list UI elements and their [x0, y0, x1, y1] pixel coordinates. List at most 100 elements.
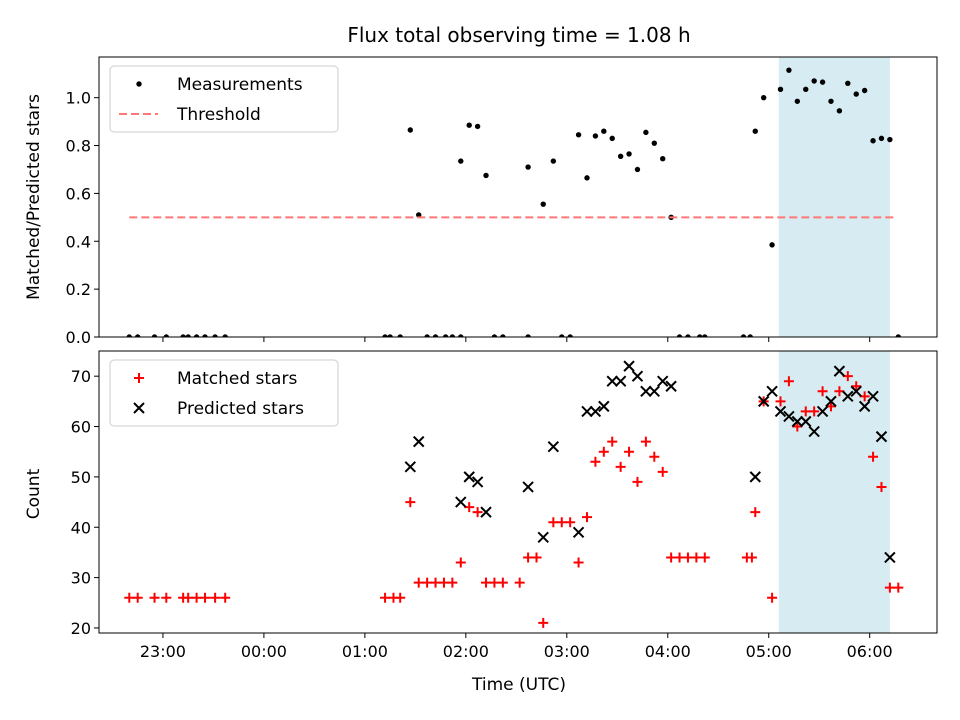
top-series-0-point	[786, 67, 792, 73]
bottom-series-1-point	[598, 400, 610, 413]
top-series-0-point	[474, 123, 481, 130]
bottom-y-tick-label: 50	[71, 468, 91, 487]
bottom-series-0-point	[809, 406, 820, 417]
bottom-series-1-point	[581, 405, 593, 418]
bottom-series-0-point	[893, 582, 904, 593]
bottom-series-0-point	[472, 507, 483, 518]
top-legend-swatch	[136, 81, 142, 87]
top-plot-area	[126, 67, 901, 337]
bottom-series-0-point	[666, 552, 677, 563]
bottom-series-0-point	[531, 552, 542, 563]
bottom-series-1-point	[657, 375, 669, 387]
bottom-series-0-point	[455, 557, 466, 568]
bottom-series-1-point	[858, 400, 871, 413]
bottom-series-0-point	[430, 577, 441, 588]
top-series-0-point	[660, 156, 666, 162]
bottom-x-tick-label: 03:00	[544, 642, 590, 661]
top-series-0-point	[777, 86, 784, 93]
bottom-series-1-point	[867, 390, 879, 403]
top-series-0-point	[747, 334, 753, 337]
top-series-0-point	[212, 334, 218, 337]
top-series-0-point	[811, 78, 817, 84]
bottom-series-1-point	[850, 385, 862, 397]
bottom-series-0-point	[556, 517, 567, 528]
bottom-series-0-point	[746, 552, 757, 563]
bottom-series-0-point	[792, 421, 803, 432]
bottom-series-1-point	[455, 496, 467, 508]
bottom-series-1-point	[791, 415, 804, 428]
bottom-series-0-point	[699, 552, 710, 563]
bottom-series-0-point	[210, 592, 221, 603]
bottom-series-0-point	[481, 577, 492, 588]
bottom-series-0-point	[380, 592, 391, 603]
top-series-0-point	[449, 334, 456, 337]
top-series-0-point	[853, 91, 859, 97]
bottom-series-0-point	[514, 577, 525, 588]
bottom-series-1-point	[774, 405, 787, 418]
bottom-series-1-point	[640, 385, 652, 397]
bottom-series-0-point	[565, 517, 576, 528]
bottom-series-1-point	[606, 375, 618, 387]
bottom-series-0-point	[842, 371, 853, 382]
bottom-panel: 20 30 40 50 60 70 23:00 00:00 01:00 02:00 03:00 04:…	[71, 350, 938, 661]
top-series-0-point	[193, 334, 200, 337]
bottom-series-0-point	[538, 617, 549, 628]
bottom-series-0-point	[161, 592, 172, 603]
top-series-0-point	[540, 201, 546, 207]
bottom-series-0-point	[825, 401, 836, 412]
bottom-x-tick-label: 01:00	[342, 642, 388, 661]
bottom-series-1-point	[800, 415, 812, 428]
bottom-series-1-point	[766, 385, 778, 397]
top-series-0-point	[525, 164, 531, 170]
top-series-0-point	[634, 166, 641, 173]
bottom-series-0-point	[682, 552, 693, 563]
bottom-series-1-point	[547, 440, 560, 453]
top-series-0-point	[180, 334, 186, 337]
bottom-legend-swatch	[133, 402, 145, 414]
bottom-y-tick-label: 20	[71, 619, 91, 638]
bottom-x-tick-label: 05:00	[746, 642, 792, 661]
top-series-0-point	[550, 158, 557, 164]
top-series-0-point	[584, 175, 590, 181]
top-series-0-point	[458, 158, 464, 164]
bottom-series-0-point	[548, 517, 559, 528]
top-series-0-point	[163, 334, 170, 337]
bottom-series-0-point	[691, 552, 702, 563]
bottom-series-0-point	[834, 386, 845, 397]
top-series-0-point	[626, 151, 632, 157]
top-series-0-point	[387, 334, 393, 337]
top-series-0-point	[760, 94, 767, 101]
bottom-legend-swatch	[134, 373, 144, 383]
top-series-0-point	[676, 334, 683, 337]
bottom-legend-label: Matched stars	[177, 369, 297, 389]
bottom-series-0-point	[124, 592, 135, 603]
bottom-series-0-point	[200, 592, 211, 603]
bottom-series-0-point	[523, 552, 534, 563]
bottom-series-0-point	[581, 512, 592, 523]
bottom-series-1-point	[875, 430, 888, 443]
top-series-0-point	[382, 334, 388, 337]
bottom-series-1-point	[884, 551, 896, 564]
bottom-legend: Matched stars Predicted stars	[109, 359, 339, 427]
top-series-0-point	[697, 334, 703, 337]
top-series-0-point	[592, 133, 599, 139]
top-legend: Measurements Threshold	[109, 65, 339, 133]
top-series-0-point	[575, 132, 582, 138]
bottom-series-0-point	[674, 552, 685, 563]
top-series-0-point	[424, 334, 430, 337]
top-series-0-point	[651, 140, 658, 146]
top-y-tick-label: 0.0	[66, 328, 91, 347]
bottom-series-0-point	[149, 592, 160, 603]
bottom-series-0-point	[640, 436, 651, 447]
top-series-0-point	[185, 334, 191, 337]
bottom-series-0-point	[657, 466, 668, 477]
top-y-tick-label: 0.8	[66, 137, 91, 156]
top-series-0-point	[752, 128, 758, 134]
bottom-x-tick-label: 04:00	[645, 642, 691, 661]
bottom-series-1-point	[808, 425, 820, 438]
top-series-0-point	[407, 127, 414, 133]
bottom-series-1-point	[833, 365, 846, 377]
bottom-series-0-point	[405, 497, 416, 508]
bottom-series-0-point	[191, 592, 202, 603]
